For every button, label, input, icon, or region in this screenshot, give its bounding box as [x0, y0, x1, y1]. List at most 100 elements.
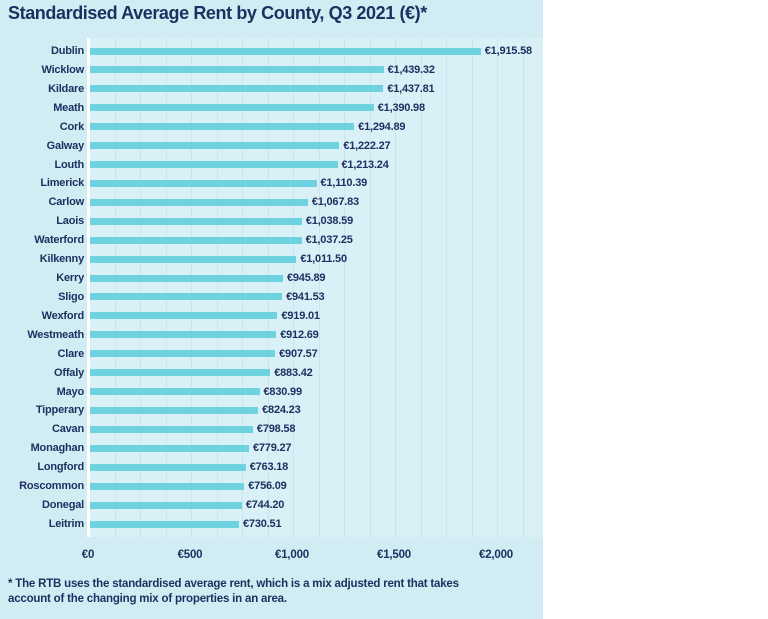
bar	[90, 217, 302, 225]
county-label: Waterford	[34, 234, 84, 247]
county-label: Kerry	[56, 272, 84, 285]
x-axis-tick-label: €1,000	[275, 549, 309, 561]
gridline	[497, 38, 498, 537]
county-label: Mayo	[56, 385, 85, 398]
bar	[90, 161, 338, 169]
value-label: €1,439.32	[387, 63, 435, 76]
value-label: €1,110.39	[320, 177, 368, 190]
bar-row-kildare: Kildare €1,437.81	[0, 81, 543, 100]
bar-row-sligo: Sligo €941.53	[0, 289, 543, 308]
gridline	[344, 38, 345, 537]
bar-row-carlow: Carlow €1,067.83	[0, 194, 543, 213]
county-label: Longford	[37, 461, 84, 474]
value-label: €912.69	[280, 328, 319, 341]
bar-row-galway: Galway €1,222.27	[0, 138, 543, 157]
bar-row-mayo: Mayo €830.99	[0, 384, 543, 403]
value-label: €744.20	[245, 499, 285, 512]
county-label: Offaly	[54, 366, 84, 379]
bar	[90, 425, 253, 433]
value-label: €1,011.50	[300, 253, 347, 266]
bar	[90, 66, 384, 74]
bar-row-kerry: Kerry €945.89	[0, 270, 543, 289]
county-label: Kildare	[48, 82, 84, 95]
county-label: Wicklow	[41, 63, 84, 76]
bar-row-waterford: Waterford €1,037.25	[0, 232, 543, 251]
county-label: Dublin	[50, 45, 84, 57]
county-label: Clare	[57, 347, 84, 360]
x-axis-tick-label: €2,000	[479, 549, 513, 561]
value-label: €830.99	[263, 385, 303, 398]
x-axis-tick-label: €0	[81, 549, 95, 561]
gridline	[369, 38, 371, 537]
gridline	[267, 38, 269, 537]
bar	[90, 274, 283, 282]
x-axis: €0 €500 €1,000 €1,500 €2,000	[0, 549, 543, 565]
gridline	[318, 38, 320, 537]
county-label: Donegal	[42, 499, 84, 512]
bar	[90, 331, 277, 339]
county-label: Wexford	[41, 309, 85, 322]
value-label: €945.89	[286, 272, 326, 285]
bar-row-monaghan: Monaghan €779.27	[0, 440, 543, 459]
value-label: €907.57	[279, 347, 318, 360]
gridline	[420, 38, 422, 537]
plot-area	[89, 38, 543, 537]
gridline	[191, 38, 192, 537]
gridline	[140, 38, 141, 537]
footnote: * The RTB uses the standardised average …	[8, 577, 508, 607]
bar	[90, 463, 246, 471]
bar-row-roscommon: Roscommon €756.09	[0, 478, 543, 497]
bar	[90, 236, 302, 244]
footnote-line-1: * The RTB uses the standardised average …	[8, 578, 459, 590]
gridline	[471, 38, 473, 537]
bar	[90, 312, 278, 320]
bar	[90, 123, 355, 131]
chart-title: Standardised Average Rent by County, Q3 …	[8, 3, 427, 23]
county-label: Kilkenny	[39, 253, 84, 266]
bar	[90, 406, 259, 414]
bar-row-cavan: Cavan €798.58	[0, 421, 543, 440]
bar	[90, 388, 260, 396]
bar-row-dublin: Dublin €1,915.58	[0, 43, 543, 62]
county-label: Louth	[54, 158, 84, 171]
county-label: Galway	[46, 139, 85, 152]
gridline	[114, 38, 116, 537]
gridline	[293, 38, 294, 537]
bar	[90, 142, 340, 150]
bar-row-wexford: Wexford €919.01	[0, 308, 543, 327]
x-axis-tick-label: €500	[177, 549, 203, 561]
gridline	[165, 38, 167, 537]
bar	[90, 501, 242, 509]
value-label: €1,294.89	[358, 120, 406, 133]
bar	[90, 85, 384, 93]
bar-row-offaly: Offaly €883.42	[0, 365, 543, 384]
bar-row-tipperary: Tipperary €824.23	[0, 402, 543, 421]
value-label: €1,437.81	[387, 82, 435, 95]
value-label: €1,037.25	[305, 234, 353, 247]
value-label: €1,390.98	[377, 101, 425, 114]
gridline	[395, 38, 396, 537]
value-label: €1,038.59	[305, 215, 353, 228]
county-label: Monaghan	[30, 442, 85, 455]
bar	[90, 350, 276, 358]
bar	[90, 47, 481, 55]
value-label: €1,222.27	[343, 139, 391, 152]
value-label: €919.01	[281, 309, 320, 322]
county-label: Cork	[59, 120, 84, 133]
y-axis-line	[87, 38, 90, 537]
value-label: €763.18	[249, 461, 289, 474]
county-label: Sligo	[58, 290, 84, 303]
value-label: €798.58	[256, 423, 296, 436]
county-label: Limerick	[40, 177, 84, 190]
bar	[90, 482, 245, 490]
value-label: €1,213.24	[341, 158, 389, 171]
county-label: Meath	[53, 101, 84, 114]
value-label: €779.27	[252, 442, 292, 455]
x-axis-tick-label: €1,500	[377, 549, 411, 561]
bar	[90, 104, 374, 112]
bar	[90, 198, 308, 206]
footnote-line-2: account of the changing mix of propertie…	[8, 593, 287, 605]
value-label: €1,067.83	[311, 196, 359, 209]
bar	[90, 520, 240, 528]
bar-row-clare: Clare €907.57	[0, 346, 543, 365]
